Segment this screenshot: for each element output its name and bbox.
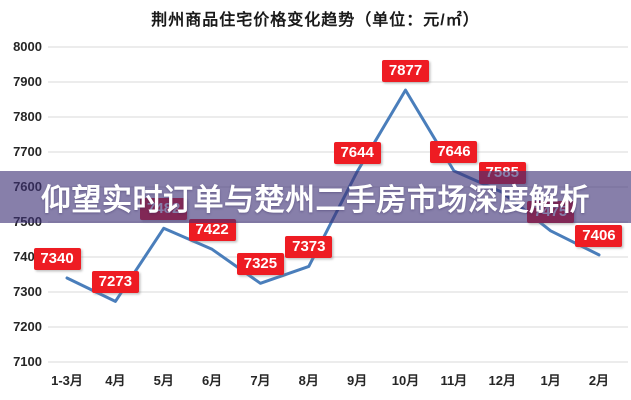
x-axis-tick-label: 2月	[588, 373, 610, 388]
x-axis-tick-label: 4月	[105, 373, 126, 388]
x-axis-tick-label: 7月	[250, 373, 271, 388]
y-axis-tick-label: 7700	[13, 144, 42, 159]
data-point-label: 7406	[575, 224, 623, 247]
x-axis-tick-label: 10月	[391, 373, 420, 388]
data-point-label: 7273	[91, 271, 139, 294]
data-point-label: 7325	[236, 253, 284, 276]
x-axis-tick-label: 12月	[488, 373, 516, 388]
y-axis-tick-label: 7800	[13, 109, 42, 124]
data-point-label: 7422	[188, 219, 236, 242]
data-point-label: 7373	[285, 236, 333, 259]
data-point-label: 7644	[333, 141, 381, 164]
x-axis-tick-label: 8月	[298, 373, 319, 388]
data-point-label: 7340	[33, 248, 81, 270]
data-point-label: 7877	[382, 60, 430, 83]
y-axis-tick-label: 7200	[13, 319, 42, 334]
chart-title: 荆州商品住宅价格变化趋势（单位：元/㎡）	[151, 12, 480, 29]
y-axis-tick-label: 7100	[13, 354, 42, 369]
x-axis-tick-label: 9月	[347, 373, 368, 388]
x-axis-tick-label: 5月	[153, 373, 174, 388]
data-point-label: 7646	[430, 140, 478, 163]
banner-overlay: 仰望实时订单与楚州二手房市场深度解析	[0, 171, 631, 223]
banner-text: 仰望实时订单与楚州二手房市场深度解析	[41, 184, 590, 217]
x-axis-tick-label: 6月	[201, 373, 223, 388]
y-axis-tick-label: 7300	[13, 284, 42, 299]
x-axis-tick-label: 11月	[440, 373, 468, 388]
y-axis-tick-label: 7900	[13, 74, 42, 89]
x-axis-tick-label: 1-3月	[51, 373, 83, 388]
x-axis-tick-label: 1月	[540, 373, 561, 388]
y-axis-tick-label: 8000	[13, 39, 42, 54]
